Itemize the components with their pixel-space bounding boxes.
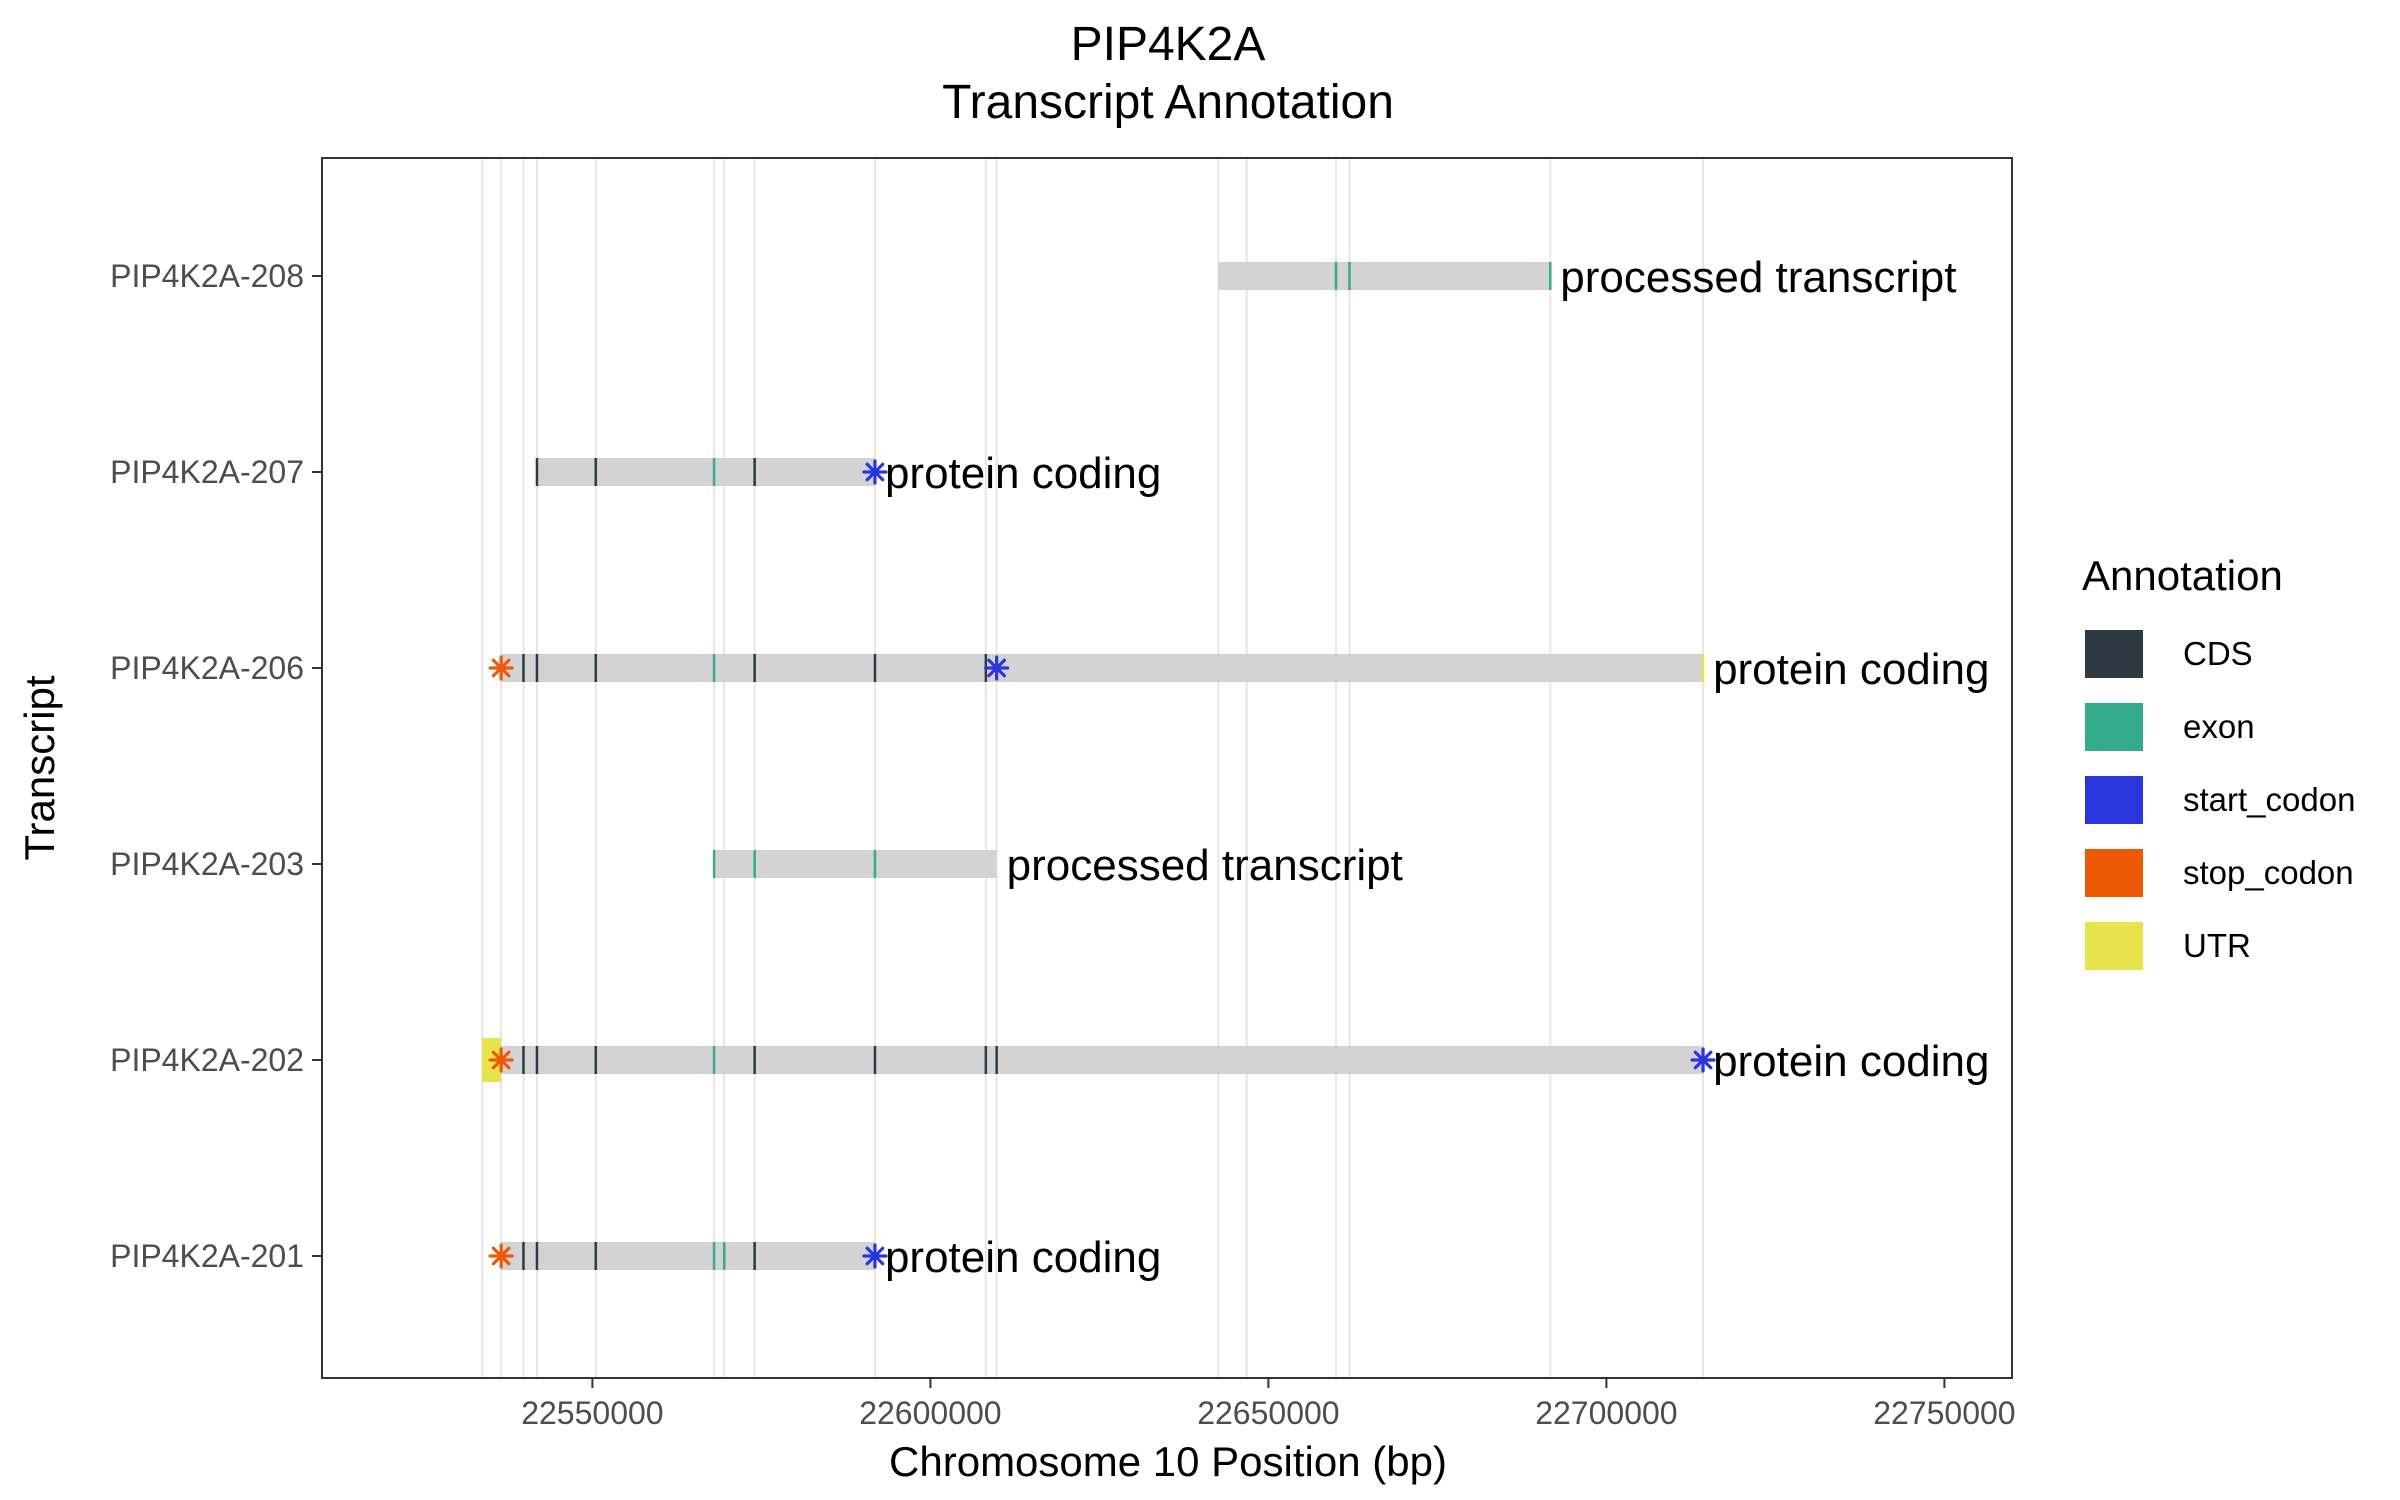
asterisk-stroke <box>491 658 511 678</box>
legend-label-utr: UTR <box>2183 927 2251 964</box>
asterisk-stroke <box>491 1050 511 1070</box>
y-tick-label: PIP4K2A-207 <box>110 454 304 490</box>
gridlines <box>481 158 1705 1378</box>
legend-label-exon: exon <box>2183 708 2255 745</box>
legend-label-cds: CDS <box>2183 635 2253 672</box>
chart-title: PIP4K2A <box>1071 18 1266 71</box>
transcript-bar <box>501 1242 875 1270</box>
asterisk-stroke <box>865 1246 885 1266</box>
x-axis: 22550000 22600000 22650000 22700000 22750000 <box>521 1378 2016 1431</box>
transcript-type-label: protein coding <box>1713 1037 1989 1086</box>
x-tick-label: 22600000 <box>859 1395 1001 1431</box>
transcript-type-label: processed transcript <box>1560 253 1956 302</box>
x-tick-label: 22650000 <box>1197 1395 1339 1431</box>
stop-codon-marker <box>488 1047 514 1073</box>
chart-subtitle: Transcript Annotation <box>942 76 1394 129</box>
x-tick-label: 22700000 <box>1535 1395 1677 1431</box>
start-codon-marker <box>862 1243 888 1269</box>
transcript-bar <box>1218 262 1551 290</box>
y-tick-label: PIP4K2A-208 <box>110 258 304 294</box>
asterisk-stroke <box>865 462 885 482</box>
transcript-bar <box>501 654 1704 682</box>
start-codon-marker <box>1690 1047 1716 1073</box>
codon-markers <box>488 459 1716 1269</box>
asterisk-stroke <box>1693 1050 1713 1070</box>
y-tick-label: PIP4K2A-201 <box>110 1238 304 1274</box>
y-tick-label: PIP4K2A-203 <box>110 846 304 882</box>
x-tick-label: 22550000 <box>521 1395 663 1431</box>
stop-codon-marker <box>488 1243 514 1269</box>
panel-border <box>321 157 2013 1379</box>
transcript-type-label: processed transcript <box>1007 841 1403 890</box>
legend-label-stop_codon: stop_codon <box>2183 854 2354 891</box>
legend-swatch-stop_codon <box>2085 849 2143 897</box>
transcript-bar <box>536 458 875 486</box>
stop-codon-marker <box>488 655 514 681</box>
transcript-bar <box>714 850 997 878</box>
legend-swatch-exon <box>2085 703 2143 751</box>
legend: Annotation CDS exon start_codon stop_codon U… <box>2082 552 2355 970</box>
legend-label-start_codon: start_codon <box>2183 781 2355 818</box>
legend-swatch-utr <box>2085 922 2143 970</box>
y-tick-label: PIP4K2A-202 <box>110 1042 304 1078</box>
asterisk-stroke <box>491 1246 511 1266</box>
transcript-type-label: protein coding <box>885 449 1161 498</box>
annotation-segments <box>482 262 1705 1270</box>
start-codon-marker <box>862 459 888 485</box>
legend-swatch-start_codon <box>2085 776 2143 824</box>
y-tick-label: PIP4K2A-206 <box>110 650 304 686</box>
transcript-type-label: protein coding <box>1713 645 1989 694</box>
transcript-bar <box>501 1046 1704 1074</box>
transcript-bars <box>501 262 1704 1270</box>
start-codon-marker <box>984 655 1010 681</box>
legend-swatch-cds <box>2085 630 2143 678</box>
plot-panel <box>322 158 2012 1378</box>
y-axis: PIP4K2A-208 PIP4K2A-207 PIP4K2A-206 PIP4K2A… <box>110 258 322 1274</box>
legend-title: Annotation <box>2082 552 2283 599</box>
x-tick-label: 22750000 <box>1873 1395 2015 1431</box>
y-axis-title: Transcript <box>16 675 63 860</box>
transcript-type-label: protein coding <box>885 1233 1161 1282</box>
asterisk-stroke <box>987 658 1007 678</box>
x-axis-title: Chromosome 10 Position (bp) <box>889 1438 1447 1485</box>
transcript-type-labels: processed transcript protein coding protei… <box>885 253 1990 1282</box>
